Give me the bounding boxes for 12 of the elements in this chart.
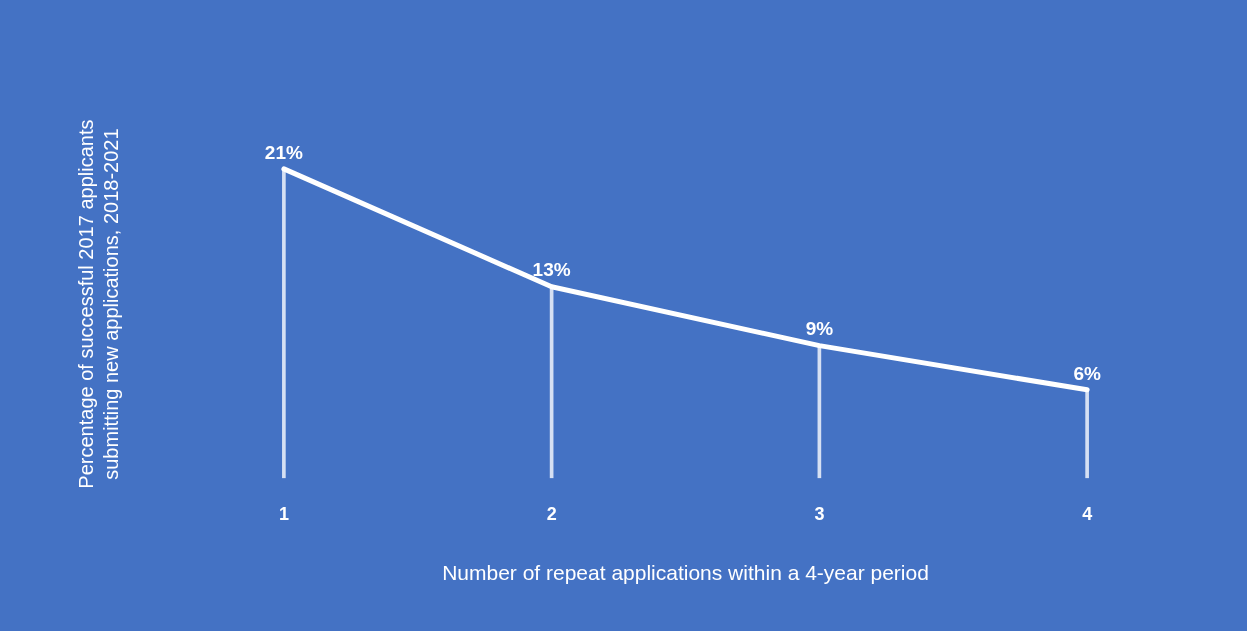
bar [282,168,286,479]
data-label: 9% [805,318,834,340]
bar [1085,389,1089,479]
x-tick-label: 4 [1082,503,1093,524]
y-axis-title: Percentage of successful 2017 applicants submitting new applications, 2018-2021 [75,119,123,489]
x-tick-label: 3 [814,503,825,524]
data-label: 21% [264,141,303,163]
data-label: 6% [1073,362,1101,384]
x-tick-label: 1 [278,503,289,524]
data-label: 13% [532,259,571,281]
x-axis-title: Number of repeat applications within a 4-year period [442,561,929,585]
x-tick-label: 2 [546,503,557,524]
